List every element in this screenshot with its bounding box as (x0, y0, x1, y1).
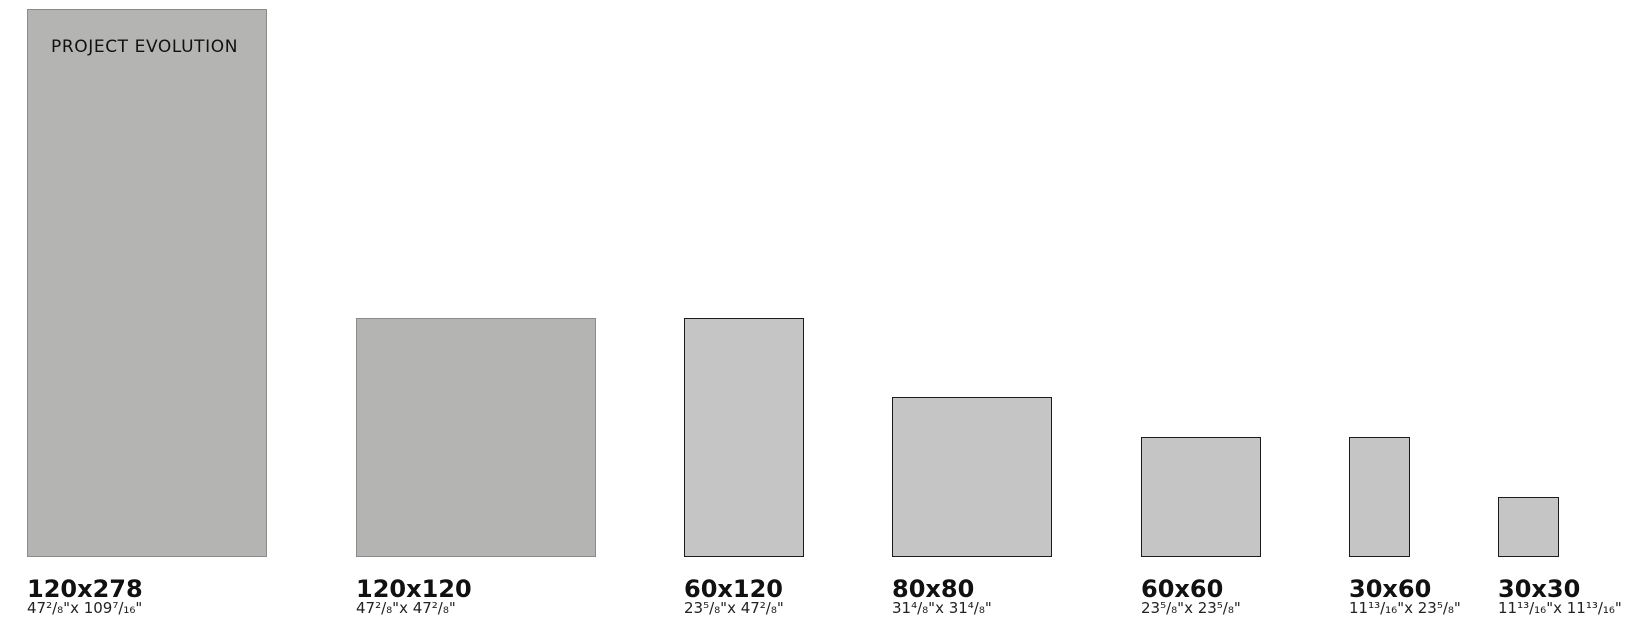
tile-60x60 (1141, 437, 1261, 557)
size-label: 30x30 (1498, 575, 1581, 603)
inch-label: 47²/₈"x 109⁷/₁₆" (27, 599, 143, 617)
size-label: 30x60 (1349, 575, 1432, 603)
tile-120x120 (356, 318, 596, 557)
inch-label: 23⁵/₈"x 23⁵/₈" (1141, 599, 1241, 617)
caption-60x120: 60x120 23⁵/₈"x 47²/₈" (684, 576, 784, 617)
inch-label: 11¹³/₁₆"x 11¹³/₁₆" (1498, 599, 1622, 617)
project-title: PROJECT EVOLUTION (51, 37, 239, 57)
tile-60x120 (684, 318, 804, 557)
inch-label: 31⁴/₈"x 31⁴/₈" (892, 599, 992, 617)
tile-80x80 (892, 397, 1052, 557)
size-label: 80x80 (892, 575, 975, 603)
tile-30x30 (1498, 497, 1559, 557)
tile-120x278: PROJECT EVOLUTION (27, 9, 267, 557)
caption-30x30: 30x30 11¹³/₁₆"x 11¹³/₁₆" (1498, 576, 1622, 617)
caption-30x60: 30x60 11¹³/₁₆"x 23⁵/₈" (1349, 576, 1461, 617)
size-label: 60x60 (1141, 575, 1224, 603)
size-label: 60x120 (684, 575, 783, 603)
tile-30x60 (1349, 437, 1410, 557)
caption-120x120: 120x120 47²/₈"x 47²/₈" (356, 576, 472, 617)
caption-120x278: 120x278 47²/₈"x 109⁷/₁₆" (27, 576, 143, 617)
caption-60x60: 60x60 23⁵/₈"x 23⁵/₈" (1141, 576, 1241, 617)
inch-label: 11¹³/₁₆"x 23⁵/₈" (1349, 599, 1461, 617)
size-label: 120x120 (356, 575, 472, 603)
inch-label: 23⁵/₈"x 47²/₈" (684, 599, 784, 617)
caption-80x80: 80x80 31⁴/₈"x 31⁴/₈" (892, 576, 992, 617)
inch-label: 47²/₈"x 47²/₈" (356, 599, 456, 617)
size-label: 120x278 (27, 575, 143, 603)
